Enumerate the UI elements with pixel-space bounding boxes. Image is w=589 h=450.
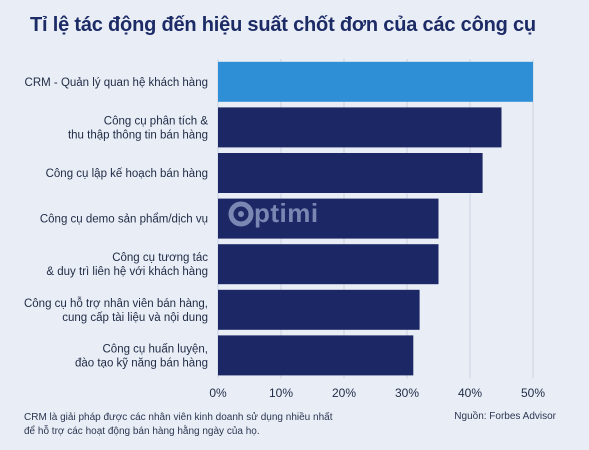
footnote-line: để hỗ trợ các hoạt động bán hàng hằng ng… bbox=[24, 426, 260, 437]
x-tick-label: 40% bbox=[458, 386, 482, 400]
watermark: ptimi bbox=[228, 198, 319, 229]
x-tick-label: 10% bbox=[269, 386, 293, 400]
category-label: Công cụ lập kế hoạch bán hàng bbox=[46, 168, 208, 180]
x-tick-label: 30% bbox=[395, 386, 419, 400]
watermark-text: ptimi bbox=[254, 198, 319, 228]
category-label: cung cấp tài liệu và nội dung bbox=[62, 312, 208, 324]
category-label: Công cụ huấn luyện, bbox=[103, 343, 209, 355]
footnote-line: CRM là giải pháp được các nhân viên kinh… bbox=[24, 412, 333, 423]
bar bbox=[218, 61, 533, 102]
x-tick-label: 0% bbox=[209, 386, 227, 400]
optimi-logo-icon bbox=[228, 201, 254, 226]
category-label: đào tạo kỹ năng bán hàng bbox=[75, 357, 208, 369]
x-tick-label: 20% bbox=[332, 386, 356, 400]
category-label: Công cụ demo sản phẩm/dịch vụ bbox=[40, 214, 208, 226]
bar bbox=[218, 198, 439, 239]
category-label: Công cụ tương tác bbox=[112, 252, 208, 264]
x-tick-label: 50% bbox=[521, 386, 545, 400]
category-label: thu thập thông tin bán hàng bbox=[68, 129, 208, 141]
bar bbox=[218, 244, 439, 285]
bar bbox=[218, 335, 414, 376]
source-note: Nguồn: Forbes Advisor bbox=[454, 411, 556, 422]
category-label: Công cụ phân tích & bbox=[104, 115, 209, 127]
category-label: & duy trì liên hệ với khách hàng bbox=[46, 266, 208, 278]
bar bbox=[218, 153, 483, 193]
chart-title: Tỉ lệ tác động đến hiệu suất chốt đơn củ… bbox=[30, 14, 536, 36]
category-label: CRM - Quản lý quan hệ khách hàng bbox=[25, 77, 208, 89]
category-label: Công cụ hỗ trợ nhân viên bán hàng, bbox=[24, 297, 208, 310]
bar bbox=[218, 107, 502, 148]
footnote: CRM là giải pháp được các nhân viên kinh… bbox=[24, 411, 384, 439]
bar bbox=[218, 289, 420, 330]
